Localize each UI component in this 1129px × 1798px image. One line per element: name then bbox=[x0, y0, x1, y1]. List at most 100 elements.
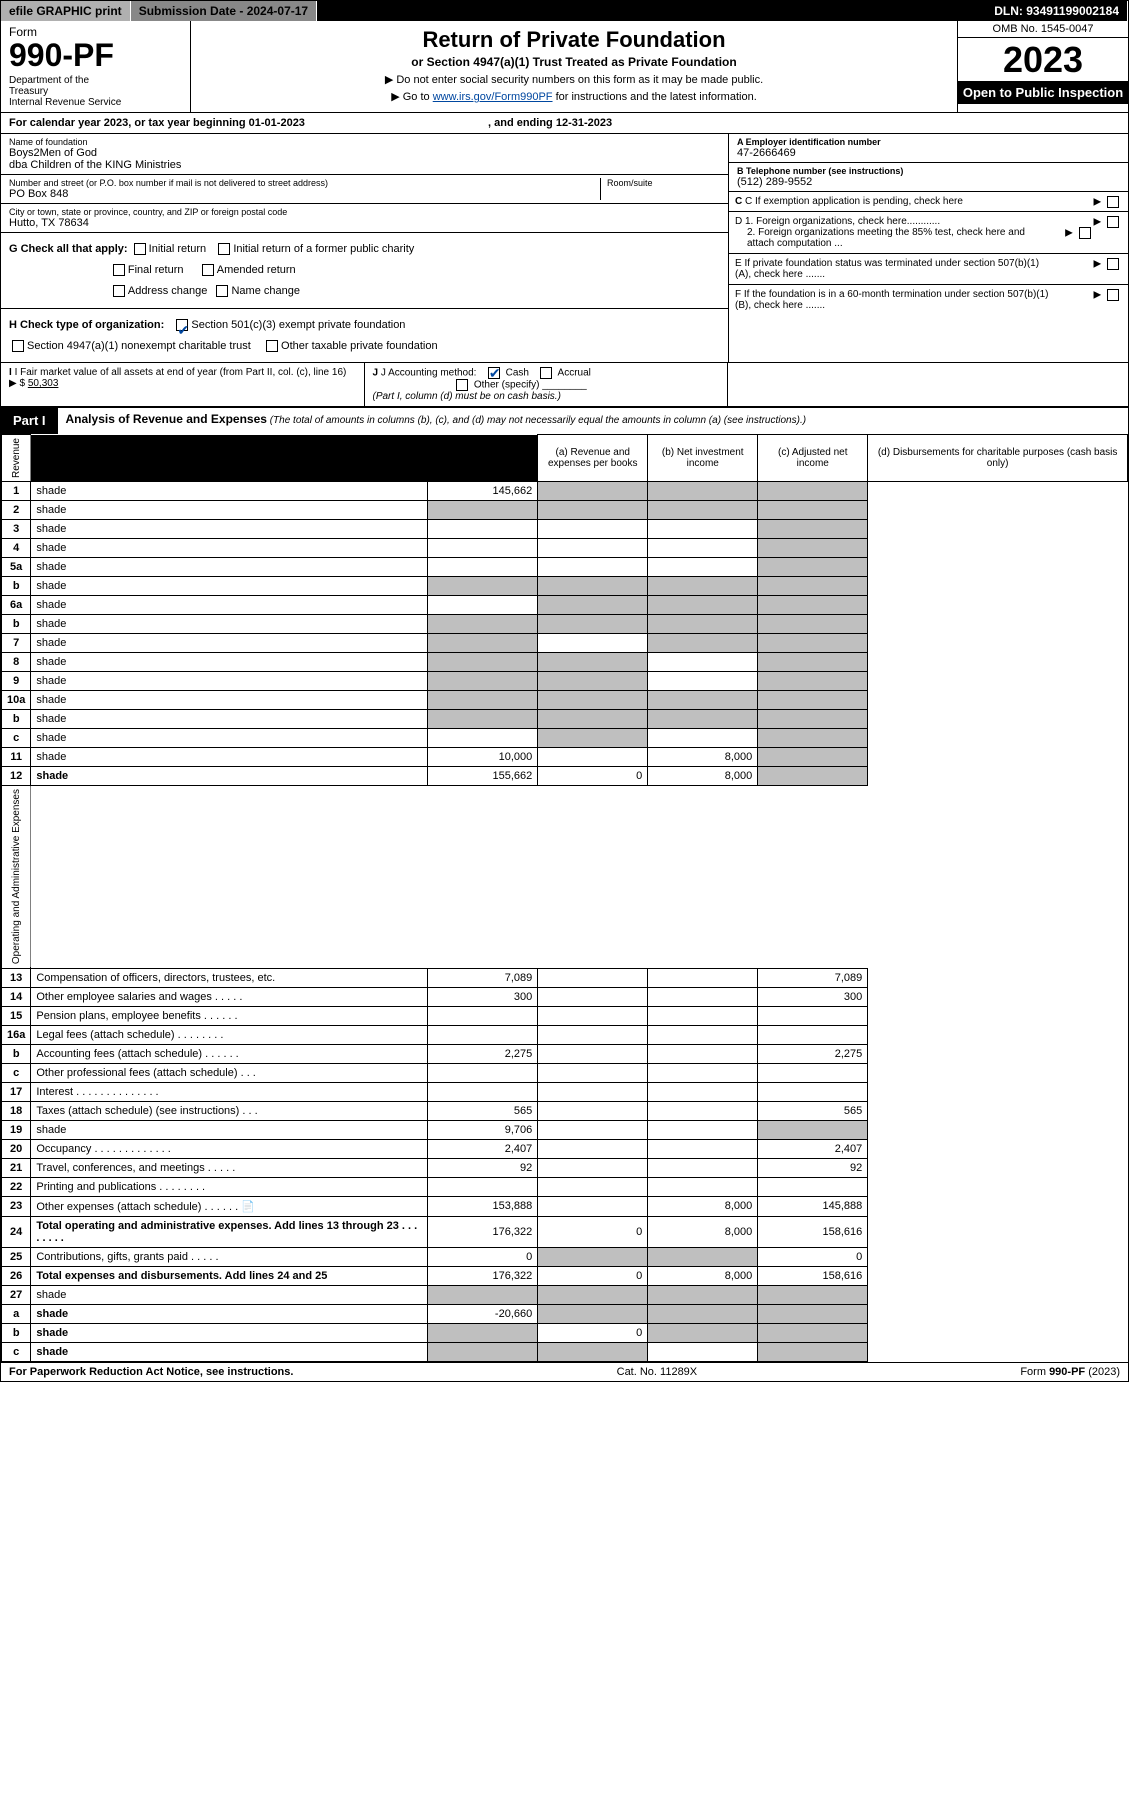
table-cell bbox=[648, 634, 758, 653]
table-cell bbox=[538, 1044, 648, 1063]
table-cell bbox=[648, 1006, 758, 1025]
line-description: shade bbox=[31, 1120, 428, 1139]
table-row: 27shade bbox=[2, 1285, 1128, 1304]
line-number: a bbox=[2, 1304, 31, 1323]
open-public: Open to Public Inspection bbox=[958, 81, 1128, 104]
line-number: 20 bbox=[2, 1139, 31, 1158]
i-j-row: I I Fair market value of all assets at e… bbox=[1, 363, 1128, 407]
line-description: Travel, conferences, and meetings . . . … bbox=[31, 1158, 428, 1177]
line-description: shade bbox=[31, 501, 428, 520]
table-row: 9shade bbox=[2, 672, 1128, 691]
foot-cat: Cat. No. 11289X bbox=[617, 1366, 698, 1378]
line-number: 9 bbox=[2, 672, 31, 691]
checkbox-d1[interactable] bbox=[1107, 216, 1119, 228]
tel-value: (512) 289-9552 bbox=[737, 176, 1120, 188]
line-description: shade bbox=[31, 672, 428, 691]
table-cell bbox=[758, 1323, 868, 1342]
checkbox-e[interactable] bbox=[1107, 258, 1119, 270]
table-cell bbox=[758, 1177, 868, 1196]
checkbox-address[interactable] bbox=[113, 285, 125, 297]
table-cell bbox=[758, 1063, 868, 1082]
line-number: 21 bbox=[2, 1158, 31, 1177]
table-cell: -20,660 bbox=[428, 1304, 538, 1323]
table-cell bbox=[648, 1177, 758, 1196]
table-cell bbox=[758, 710, 868, 729]
checkbox-initial-former[interactable] bbox=[218, 243, 230, 255]
table-row: 17Interest . . . . . . . . . . . . . . bbox=[2, 1082, 1128, 1101]
table-cell bbox=[538, 1177, 648, 1196]
table-cell bbox=[758, 672, 868, 691]
part-1-header: Part I Analysis of Revenue and Expenses … bbox=[1, 407, 1128, 434]
table-cell bbox=[648, 1285, 758, 1304]
table-cell bbox=[428, 615, 538, 634]
table-cell: 0 bbox=[538, 1323, 648, 1342]
table-row: 20Occupancy . . . . . . . . . . . . .2,4… bbox=[2, 1139, 1128, 1158]
table-row: 2shade bbox=[2, 501, 1128, 520]
section-h: H Check type of organization: Section 50… bbox=[1, 309, 728, 363]
table-cell: 2,407 bbox=[428, 1139, 538, 1158]
checkbox-accrual[interactable] bbox=[540, 367, 552, 379]
line-description: Contributions, gifts, grants paid . . . … bbox=[31, 1247, 428, 1266]
dln: DLN: 93491199002184 bbox=[986, 1, 1128, 21]
checkbox-501c3[interactable] bbox=[176, 319, 188, 331]
table-cell bbox=[648, 558, 758, 577]
foundation-name-2: dba Children of the KING Ministries bbox=[9, 159, 720, 171]
line-number: b bbox=[2, 710, 31, 729]
line-description: shade bbox=[31, 1342, 428, 1361]
line-description: shade bbox=[31, 710, 428, 729]
table-cell bbox=[538, 1101, 648, 1120]
checkbox-d2[interactable] bbox=[1079, 227, 1091, 239]
table-cell: 145,662 bbox=[428, 482, 538, 501]
addr-label: Number and street (or P.O. box number if… bbox=[9, 178, 600, 188]
table-cell: 0 bbox=[428, 1247, 538, 1266]
instructions-link[interactable]: www.irs.gov/Form990PF bbox=[433, 91, 553, 103]
line-description: Interest . . . . . . . . . . . . . . bbox=[31, 1082, 428, 1101]
table-cell: 300 bbox=[428, 987, 538, 1006]
line-number: 3 bbox=[2, 520, 31, 539]
line-description: shade bbox=[31, 729, 428, 748]
table-cell: 176,322 bbox=[428, 1266, 538, 1285]
table-row: 26Total expenses and disbursements. Add … bbox=[2, 1266, 1128, 1285]
checkbox-amended[interactable] bbox=[202, 264, 214, 276]
table-cell bbox=[758, 1120, 868, 1139]
line-number: 25 bbox=[2, 1247, 31, 1266]
checkbox-4947[interactable] bbox=[12, 340, 24, 352]
table-cell: 8,000 bbox=[648, 1196, 758, 1216]
table-cell bbox=[538, 1082, 648, 1101]
line-description: Total operating and administrative expen… bbox=[31, 1216, 428, 1247]
checkbox-name[interactable] bbox=[216, 285, 228, 297]
line-description: Pension plans, employee benefits . . . .… bbox=[31, 1006, 428, 1025]
fmv-value: 50,303 bbox=[28, 378, 59, 389]
table-cell bbox=[538, 1247, 648, 1266]
table-row: 24Total operating and administrative exp… bbox=[2, 1216, 1128, 1247]
table-cell bbox=[648, 1247, 758, 1266]
line-description: shade bbox=[31, 634, 428, 653]
checkbox-c[interactable] bbox=[1107, 196, 1119, 208]
ein-label: A Employer identification number bbox=[737, 137, 1120, 147]
table-cell bbox=[428, 1063, 538, 1082]
table-row: 15Pension plans, employee benefits . . .… bbox=[2, 1006, 1128, 1025]
omb-number: OMB No. 1545-0047 bbox=[958, 21, 1128, 38]
checkbox-other-method[interactable] bbox=[456, 379, 468, 391]
checkbox-final[interactable] bbox=[113, 264, 125, 276]
table-cell bbox=[648, 539, 758, 558]
table-row: 23Other expenses (attach schedule) . . .… bbox=[2, 1196, 1128, 1216]
table-cell bbox=[538, 1342, 648, 1361]
checkbox-cash[interactable] bbox=[488, 367, 500, 379]
table-cell bbox=[758, 615, 868, 634]
checkbox-initial[interactable] bbox=[134, 243, 146, 255]
table-cell bbox=[428, 1025, 538, 1044]
part-note: (The total of amounts in columns (b), (c… bbox=[270, 415, 806, 426]
checkbox-f[interactable] bbox=[1107, 289, 1119, 301]
table-cell bbox=[538, 1063, 648, 1082]
table-cell: 565 bbox=[758, 1101, 868, 1120]
tel-label: B Telephone number (see instructions) bbox=[737, 166, 1120, 176]
line-description: shade bbox=[31, 482, 428, 501]
table-cell bbox=[428, 1323, 538, 1342]
table-row: 19shade9,706 bbox=[2, 1120, 1128, 1139]
foundation-name-1: Boys2Men of God bbox=[9, 147, 720, 159]
table-cell bbox=[758, 1342, 868, 1361]
table-cell: 92 bbox=[758, 1158, 868, 1177]
checkbox-other-tax[interactable] bbox=[266, 340, 278, 352]
table-cell: 0 bbox=[538, 1216, 648, 1247]
